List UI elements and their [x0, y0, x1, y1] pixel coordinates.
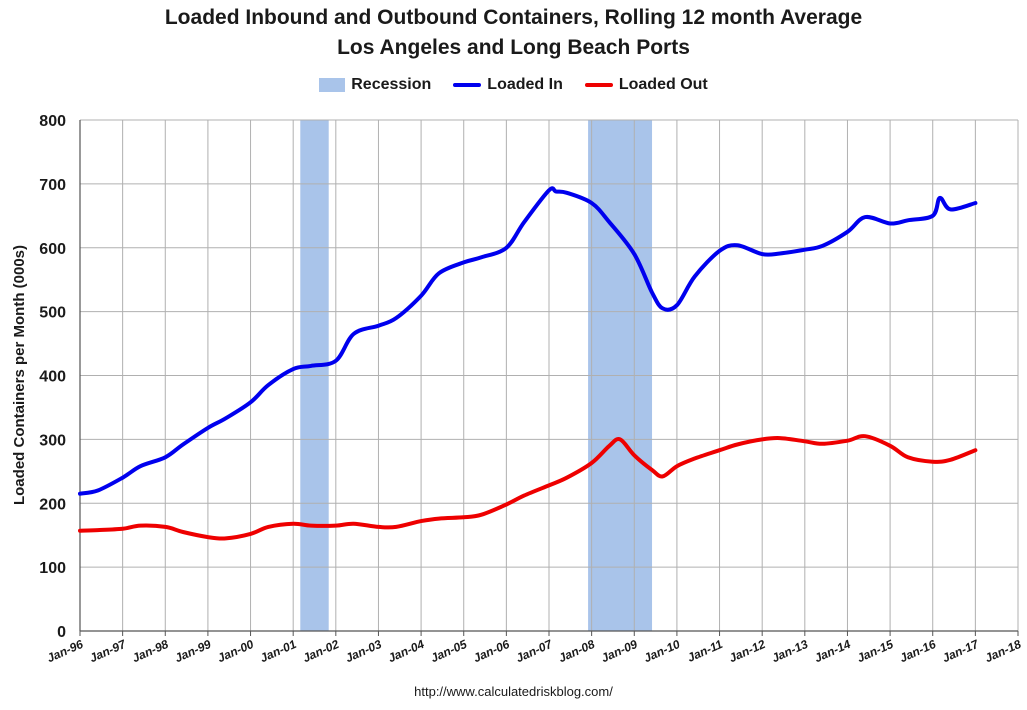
x-tick-label-9: Jan-05: [429, 637, 470, 665]
x-tick-label-19: Jan-15: [855, 637, 896, 665]
y-tick-label-4: 400: [39, 369, 66, 386]
x-tick-label-18: Jan-14: [812, 637, 853, 665]
y-tick-label-0: 0: [57, 624, 66, 641]
legend-label-recession: Recession: [351, 76, 432, 93]
legend-label-loaded-out: Loaded Out: [618, 76, 708, 93]
x-tick-label-10: Jan-06: [471, 637, 512, 665]
legend-item-recession: Recession: [319, 76, 431, 94]
y-tick-label-3: 300: [39, 432, 66, 449]
x-tick-label-16: Jan-12: [727, 637, 768, 665]
legend-label-loaded-in: Loaded In: [487, 76, 563, 93]
legend-item-loaded-out: Loaded Out: [584, 76, 708, 94]
x-tick-label-2: Jan-98: [130, 637, 171, 665]
y-tick-label-2: 200: [39, 496, 66, 513]
x-tick-label-17: Jan-13: [770, 637, 811, 665]
x-tick-label-5: Jan-01: [258, 637, 299, 665]
x-tick-label-12: Jan-08: [556, 637, 597, 665]
y-axis-label: Loaded Containers per Month (000s): [11, 245, 28, 505]
x-tick-label-8: Jan-04: [386, 637, 427, 665]
source-url: http://www.calculatedriskblog.com/: [414, 684, 613, 699]
chart-subtitle: Los Angeles and Long Beach Ports: [337, 36, 690, 59]
x-tick-label-21: Jan-17: [940, 636, 982, 665]
legend-swatch-recession: [319, 78, 346, 92]
series-line-loaded-in: [78, 186, 978, 496]
series-line-loaded-out: [78, 434, 978, 541]
x-tick-label-20: Jan-16: [898, 637, 939, 665]
x-tick-label-22: Jan-18: [983, 637, 1024, 665]
x-tick-label-4: Jan-00: [215, 637, 256, 665]
x-tick-label-6: Jan-02: [301, 637, 342, 665]
y-tick-label-6: 600: [39, 241, 66, 258]
chart-legend: Recession Loaded In Loaded Out: [0, 76, 1027, 94]
x-tick-label-3: Jan-99: [173, 637, 214, 665]
x-tick-label-7: Jan-03: [343, 637, 384, 665]
x-tick-label-1: Jan-97: [87, 636, 129, 665]
legend-swatch-loaded-out: [584, 83, 613, 87]
legend-item-loaded-in: Loaded In: [453, 76, 563, 94]
y-tick-label-8: 800: [39, 113, 66, 130]
legend-swatch-loaded-in: [453, 83, 482, 87]
x-tick-label-15: Jan-11: [685, 637, 725, 665]
x-tick-label-0: Jan-96: [45, 637, 86, 665]
x-tick-label-13: Jan-09: [599, 637, 640, 665]
y-tick-label-1: 100: [39, 560, 66, 577]
chart-title: Loaded Inbound and Outbound Containers, …: [164, 6, 863, 29]
y-tick-label-5: 500: [39, 305, 66, 322]
x-tick-label-11: Jan-07: [514, 636, 556, 665]
x-tick-label-14: Jan-10: [642, 637, 683, 665]
y-tick-label-7: 700: [39, 177, 66, 194]
